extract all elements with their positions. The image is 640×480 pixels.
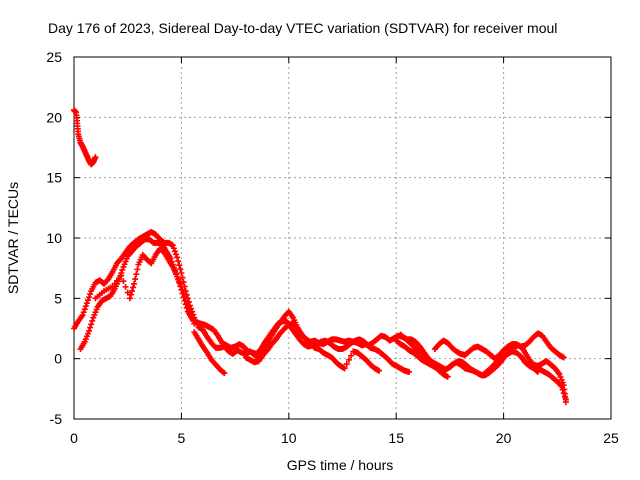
data-point [89, 317, 96, 324]
data-point [127, 291, 134, 298]
data-point [126, 295, 133, 302]
x-tick-label: 15 [388, 430, 404, 446]
data-point [79, 312, 86, 319]
data-point [343, 361, 350, 368]
data-point [562, 399, 569, 406]
data-point [181, 294, 188, 301]
data-point [120, 278, 127, 285]
data-point [183, 300, 190, 307]
data-point [119, 266, 126, 273]
x-tick-label: 0 [70, 430, 78, 446]
data-point [134, 266, 141, 273]
data-point [86, 327, 93, 334]
data-point [220, 369, 227, 376]
data-point [88, 321, 95, 328]
data-point [170, 245, 177, 252]
data-point [444, 373, 451, 380]
data-point [177, 266, 184, 273]
data-point [124, 289, 131, 296]
ticks-layer: 0 5 10 15 20 25 -5 0 5 10 15 20 25 [46, 49, 619, 446]
data-point [118, 272, 125, 279]
x-tick-label: 5 [178, 430, 186, 446]
x-tick-label: 25 [603, 430, 619, 446]
data-point [84, 297, 91, 304]
data-point [175, 258, 182, 265]
y-tick-label: -5 [50, 411, 63, 427]
data-point [184, 303, 191, 310]
data-point [179, 274, 186, 281]
data-point [221, 370, 228, 377]
data-point [345, 356, 352, 363]
data-point [80, 309, 87, 316]
data-point [83, 300, 90, 307]
data-point [178, 269, 185, 276]
series-track-d [92, 245, 569, 406]
data-point [179, 286, 186, 293]
data-point [174, 254, 181, 261]
data-point [128, 288, 135, 295]
x-axis-label: GPS time / hours [287, 457, 394, 473]
data-point [191, 320, 198, 327]
data-point [169, 242, 176, 249]
data-point [92, 154, 99, 161]
y-axis-label: SDTVAR / TECUs [5, 182, 21, 294]
data-point [87, 324, 94, 331]
data-point [82, 303, 89, 310]
data-point [533, 368, 540, 375]
data-point [560, 354, 567, 361]
data-point [176, 262, 183, 269]
y-tick-label: 0 [54, 351, 62, 367]
data-point [182, 297, 189, 304]
data-point [130, 284, 137, 291]
chart-title: Day 176 of 2023, Sidereal Day-to-day VTE… [48, 20, 557, 36]
data-point [341, 365, 348, 372]
data-point [81, 306, 88, 313]
data-point [133, 271, 140, 278]
data-point [87, 291, 94, 298]
data-point [376, 367, 383, 374]
data-point [132, 276, 139, 283]
data-point [185, 306, 192, 313]
data-point [131, 280, 138, 287]
series-segment-early [71, 107, 99, 168]
y-tick-label: 25 [46, 49, 62, 65]
data-point [406, 368, 413, 375]
points-layer [71, 107, 569, 406]
data-point [122, 283, 129, 290]
y-tick-label: 15 [46, 170, 62, 186]
data-point [86, 294, 93, 301]
y-tick-label: 20 [46, 109, 62, 125]
data-point [534, 368, 541, 375]
data-point [171, 248, 178, 255]
x-tick-label: 20 [496, 430, 512, 446]
series-track-c [191, 320, 541, 379]
data-point [178, 283, 185, 290]
data-point [173, 251, 180, 258]
y-tick-label: 10 [46, 230, 62, 246]
data-point [180, 290, 187, 297]
x-tick-label: 10 [281, 430, 297, 446]
data-point [348, 352, 355, 359]
y-tick-label: 5 [54, 290, 62, 306]
